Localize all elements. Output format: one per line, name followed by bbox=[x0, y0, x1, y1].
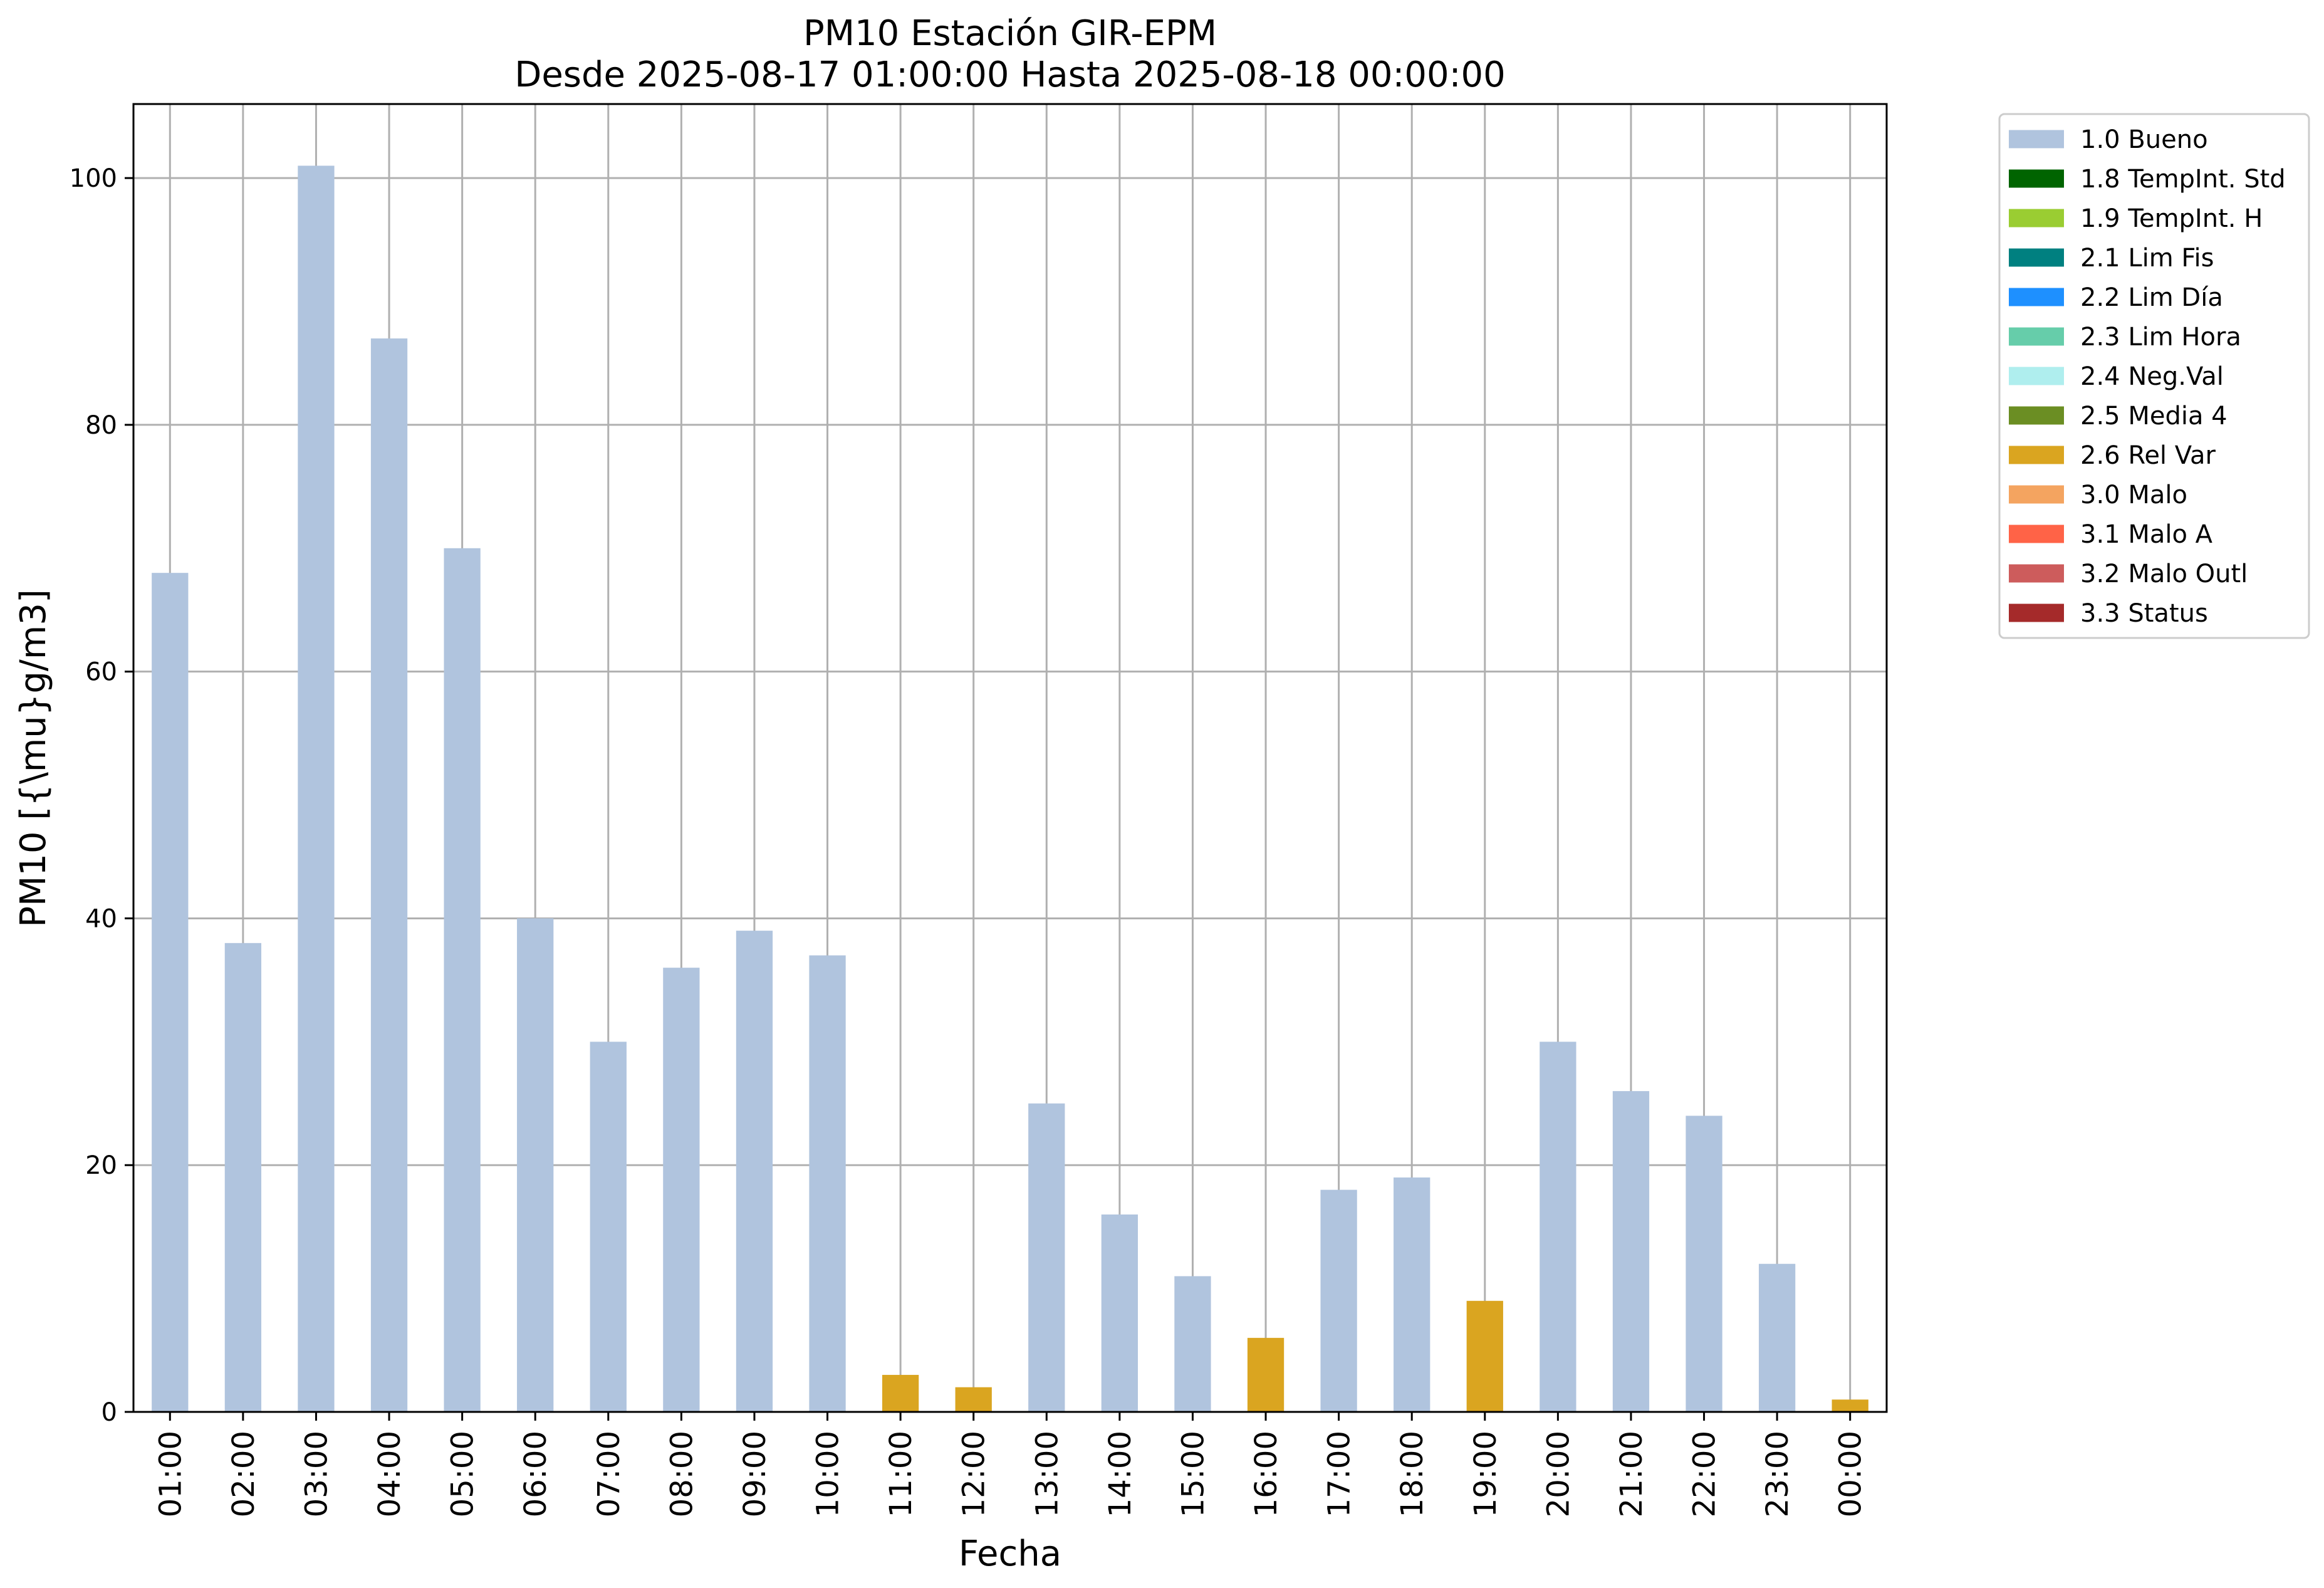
legend-label: 3.3 Status bbox=[2080, 599, 2208, 628]
bar-1100 bbox=[882, 1374, 919, 1412]
bar-1800 bbox=[1394, 1177, 1430, 1412]
bar-1700 bbox=[1320, 1189, 1357, 1412]
bar-2300 bbox=[1758, 1263, 1796, 1412]
legend-swatch bbox=[2009, 248, 2064, 267]
legend-swatch bbox=[2009, 209, 2064, 227]
bar-0900 bbox=[736, 931, 773, 1412]
y-tick-label: 100 bbox=[70, 164, 117, 193]
legend-label: 2.4 Neg.Val bbox=[2080, 362, 2224, 391]
legend-swatch bbox=[2009, 406, 2064, 425]
y-axis-label: PM10 [{\mu}g/m3] bbox=[13, 589, 54, 927]
y-tick-label: 40 bbox=[85, 904, 117, 933]
legend-label: 2.5 Media 4 bbox=[2080, 402, 2228, 431]
x-tick-label: 18:00 bbox=[1395, 1431, 1430, 1517]
legend-swatch bbox=[2009, 169, 2064, 188]
legend: 1.0 Bueno 1.8 TempInt. Std 1.9 TempInt. H 2… bbox=[1998, 113, 2310, 639]
x-tick-label: 17:00 bbox=[1322, 1431, 1357, 1517]
chart-subtitle: Desde 2025-08-17 01:00:00 Hasta 2025-08-… bbox=[514, 55, 1506, 95]
legend-label: 1.9 TempInt. H bbox=[2080, 204, 2263, 233]
chart-title: PM10 Estación GIR-EPM bbox=[803, 13, 1217, 54]
x-tick-label: 06:00 bbox=[518, 1431, 553, 1517]
y-axis-ticks: 0 20 40 60 80 100 bbox=[70, 164, 133, 1427]
y-tick-label: 20 bbox=[85, 1151, 117, 1180]
x-tick-label: 05:00 bbox=[446, 1431, 481, 1517]
bar-2000 bbox=[1540, 1042, 1576, 1412]
bar-0400 bbox=[370, 338, 408, 1412]
legend-label: 2.3 Lim Hora bbox=[2080, 323, 2241, 352]
y-tick-label: 0 bbox=[102, 1398, 117, 1427]
y-tick-label: 60 bbox=[85, 658, 117, 687]
x-tick-label: 21:00 bbox=[1614, 1431, 1649, 1517]
legend-swatch bbox=[2009, 130, 2064, 149]
x-tick-label: 01:00 bbox=[153, 1431, 188, 1517]
bar-0100 bbox=[152, 573, 189, 1412]
bar-1300 bbox=[1028, 1103, 1065, 1412]
x-tick-label: 14:00 bbox=[1103, 1431, 1138, 1517]
bars bbox=[152, 165, 1868, 1413]
legend-label: 2.2 Lim Día bbox=[2080, 283, 2223, 312]
x-tick-label: 02:00 bbox=[226, 1431, 261, 1517]
x-tick-label: 22:00 bbox=[1687, 1431, 1722, 1517]
legend-label: 1.0 Bueno bbox=[2080, 125, 2208, 154]
bar-1500 bbox=[1174, 1276, 1211, 1412]
x-tick-label: 15:00 bbox=[1175, 1431, 1211, 1517]
x-tick-label: 04:00 bbox=[372, 1431, 407, 1517]
legend-swatch bbox=[2009, 564, 2064, 583]
bar-0800 bbox=[663, 968, 700, 1412]
legend-label: 3.0 Malo bbox=[2080, 481, 2187, 509]
x-axis-ticks: 01:00 02:00 03:00 04:00 05:00 06:00 07:00 08:00… bbox=[153, 1412, 1868, 1517]
legend-swatch bbox=[2009, 288, 2064, 306]
legend-label: 1.8 TempInt. Std bbox=[2080, 165, 2286, 194]
bar-2100 bbox=[1612, 1091, 1650, 1412]
bar-0300 bbox=[298, 165, 335, 1413]
legend-swatch bbox=[2009, 327, 2064, 346]
bar-1600 bbox=[1247, 1337, 1284, 1412]
x-axis-label: Fecha bbox=[959, 1533, 1061, 1574]
x-tick-label: 16:00 bbox=[1249, 1431, 1284, 1517]
legend-swatch bbox=[2009, 446, 2064, 464]
x-tick-label: 12:00 bbox=[957, 1431, 992, 1517]
bar-1900 bbox=[1466, 1300, 1503, 1412]
legend-box bbox=[1998, 113, 2310, 639]
bar-0500 bbox=[444, 548, 481, 1412]
x-tick-label: 09:00 bbox=[737, 1431, 773, 1517]
x-tick-label: 11:00 bbox=[883, 1431, 919, 1517]
bar-1200 bbox=[955, 1387, 992, 1412]
legend-label: 2.1 Lim Fis bbox=[2080, 244, 2214, 273]
x-tick-label: 19:00 bbox=[1468, 1431, 1503, 1517]
legend-swatch bbox=[2009, 485, 2064, 504]
bar-1400 bbox=[1101, 1214, 1139, 1412]
bar-0700 bbox=[590, 1042, 627, 1412]
legend-swatch bbox=[2009, 367, 2064, 385]
legend-label: 3.1 Malo A bbox=[2080, 520, 2213, 549]
plot-frame bbox=[132, 103, 1888, 1413]
x-tick-label: 13:00 bbox=[1029, 1431, 1065, 1517]
bar-0600 bbox=[517, 918, 554, 1412]
legend-swatch bbox=[2009, 603, 2064, 622]
bar-2200 bbox=[1686, 1115, 1722, 1412]
legend-label: 3.2 Malo Outl bbox=[2080, 560, 2248, 588]
x-tick-label: 10:00 bbox=[811, 1431, 846, 1517]
bar-0200 bbox=[224, 943, 262, 1412]
legend-label: 2.6 Rel Var bbox=[2080, 441, 2216, 470]
x-tick-label: 08:00 bbox=[664, 1431, 699, 1517]
x-tick-label: 23:00 bbox=[1760, 1431, 1795, 1517]
legend-swatch bbox=[2009, 525, 2064, 543]
x-tick-label: 07:00 bbox=[591, 1431, 627, 1517]
x-tick-label: 00:00 bbox=[1833, 1431, 1868, 1517]
x-tick-label: 03:00 bbox=[299, 1431, 334, 1517]
bar-1000 bbox=[809, 955, 846, 1412]
y-tick-label: 80 bbox=[85, 411, 117, 440]
x-tick-label: 20:00 bbox=[1541, 1431, 1576, 1517]
bar-0000 bbox=[1832, 1399, 1868, 1412]
